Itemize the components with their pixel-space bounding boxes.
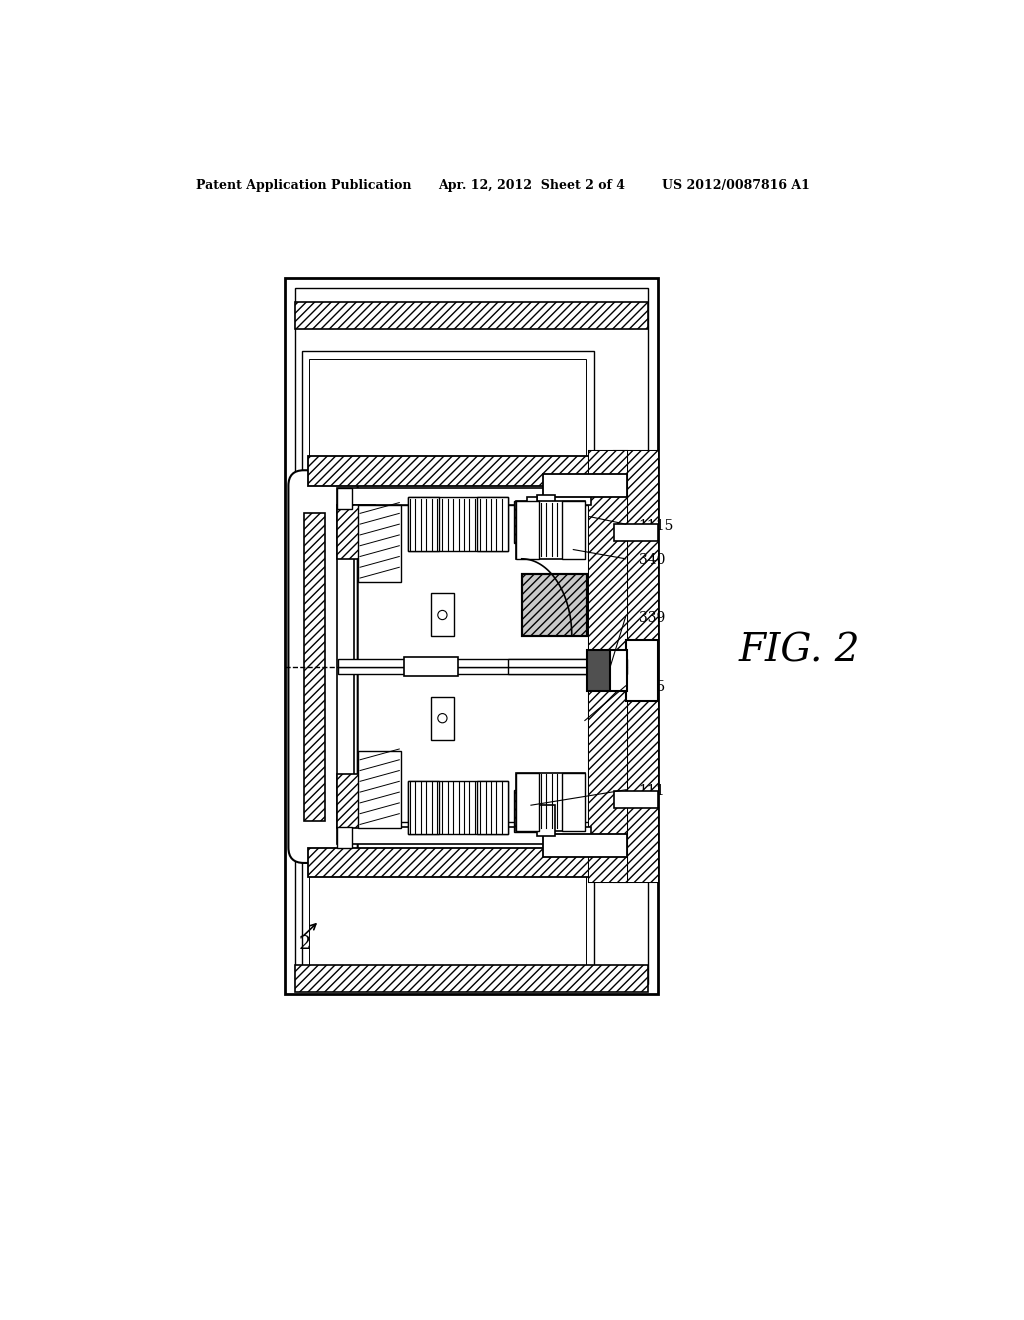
Bar <box>527 498 538 516</box>
Bar <box>626 640 658 701</box>
Bar <box>514 502 538 544</box>
Bar <box>514 789 538 832</box>
Text: 1115: 1115 <box>639 519 674 533</box>
Bar <box>307 847 589 876</box>
Bar <box>614 524 658 541</box>
Text: 339: 339 <box>639 611 665 626</box>
Bar <box>508 667 628 675</box>
Bar <box>337 506 376 558</box>
Bar <box>337 826 591 843</box>
Circle shape <box>438 714 447 723</box>
Bar <box>337 488 591 506</box>
Text: 111: 111 <box>639 784 666 799</box>
Bar <box>431 594 454 636</box>
Bar <box>562 774 585 830</box>
Bar <box>587 649 610 692</box>
Bar <box>408 498 508 552</box>
Bar <box>515 774 585 830</box>
Text: 2: 2 <box>298 935 311 953</box>
Bar <box>339 659 608 667</box>
Bar <box>337 506 354 826</box>
Bar <box>295 288 648 983</box>
Bar <box>508 659 628 667</box>
FancyBboxPatch shape <box>289 470 357 863</box>
Bar <box>538 805 555 836</box>
Bar <box>538 495 555 525</box>
Bar <box>515 774 539 830</box>
Bar <box>304 512 326 821</box>
Bar <box>309 830 587 965</box>
Bar <box>521 574 587 636</box>
Bar <box>515 502 585 558</box>
Bar <box>614 451 658 882</box>
Circle shape <box>438 610 447 619</box>
Text: 235: 235 <box>639 680 665 694</box>
Text: Patent Application Publication: Patent Application Publication <box>196 178 412 191</box>
Text: FIG. 2: FIG. 2 <box>739 632 860 669</box>
Bar <box>521 574 587 636</box>
Bar <box>608 649 628 692</box>
Bar <box>307 457 589 486</box>
Text: Apr. 12, 2012  Sheet 2 of 4: Apr. 12, 2012 Sheet 2 of 4 <box>438 178 626 191</box>
Bar <box>358 506 400 582</box>
Bar <box>614 791 658 808</box>
Bar <box>477 498 508 552</box>
Bar <box>543 834 628 857</box>
Bar <box>309 359 587 494</box>
Text: US 2012/0087816 A1: US 2012/0087816 A1 <box>662 178 810 191</box>
Bar <box>477 780 508 834</box>
Bar <box>543 474 628 498</box>
Bar <box>403 657 458 676</box>
Bar <box>614 451 658 882</box>
Bar <box>408 780 508 834</box>
Bar <box>589 451 628 882</box>
Bar <box>295 965 648 991</box>
Text: 340: 340 <box>639 553 666 568</box>
Bar <box>408 498 438 552</box>
Bar <box>337 826 352 847</box>
Bar <box>301 351 594 506</box>
Bar <box>358 751 400 829</box>
Bar <box>562 502 585 558</box>
Bar <box>339 667 608 675</box>
Bar <box>337 775 376 829</box>
Bar <box>589 451 628 882</box>
Bar <box>301 822 594 977</box>
Bar <box>295 302 648 330</box>
Bar <box>408 780 438 834</box>
Bar <box>285 277 658 994</box>
Bar <box>515 502 539 558</box>
Bar <box>431 697 454 739</box>
Bar <box>337 488 352 508</box>
